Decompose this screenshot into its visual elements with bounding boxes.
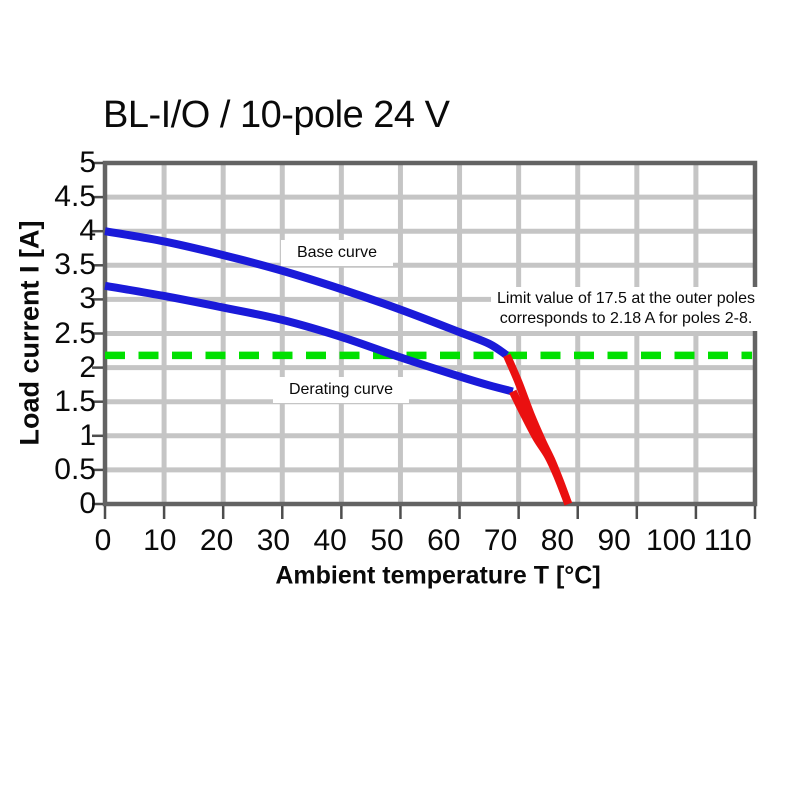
y-axis-label: Load current I [A]: [14, 220, 45, 446]
derating-curve-label: Derating curve: [272, 377, 410, 403]
y-tick-label: 1: [79, 418, 96, 452]
limit-annotation-line1: Limit value of 17.5 at the outer poles: [497, 290, 755, 307]
limit-annotation-line2: corresponds to 2.18 A for poles 2-8.: [499, 310, 753, 327]
x-tick-label: 100: [645, 524, 697, 557]
curve-base-curve: [104, 227, 510, 359]
y-tick-label: 5: [79, 146, 96, 179]
y-tick-label: 2: [79, 350, 96, 384]
x-tick-label: 50: [370, 524, 404, 557]
base-curve-label: Base curve: [280, 240, 394, 266]
x-tick-label: 40: [313, 524, 347, 557]
x-axis-label: Ambient temperature T [°C]: [275, 561, 601, 590]
x-tick-label: 60: [427, 524, 461, 557]
y-tick-label: 4: [79, 214, 96, 248]
x-tick-label: 80: [540, 524, 575, 557]
x-tick-label: 30: [256, 524, 291, 557]
y-tick-label: 0.5: [54, 452, 96, 486]
x-tick-label: 20: [199, 524, 234, 557]
curve-derating-curve-overload-drop: [509, 389, 572, 506]
curve-derating-curve: [104, 281, 514, 396]
y-tick-label: 3.5: [54, 248, 96, 282]
plot-frame: [102, 160, 758, 507]
y-tick-label: 0: [79, 487, 96, 520]
limit-annotation: Limit value of 17.5 at the outer poles c…: [491, 287, 761, 331]
chart-title: BL-I/O / 10-pole 24 V: [103, 94, 450, 136]
y-tick-label: 3: [79, 282, 96, 316]
x-tick-label: 10: [143, 524, 177, 557]
y-tick-label: 2.5: [54, 316, 96, 350]
x-tick-label: 110: [703, 524, 752, 557]
x-tick-label: 90: [597, 524, 631, 557]
y-tick-label: 1.5: [54, 384, 96, 418]
y-tick-label: 4.5: [54, 180, 96, 214]
x-tick-label: 0: [94, 524, 112, 557]
x-tick-label: 70: [483, 524, 518, 557]
